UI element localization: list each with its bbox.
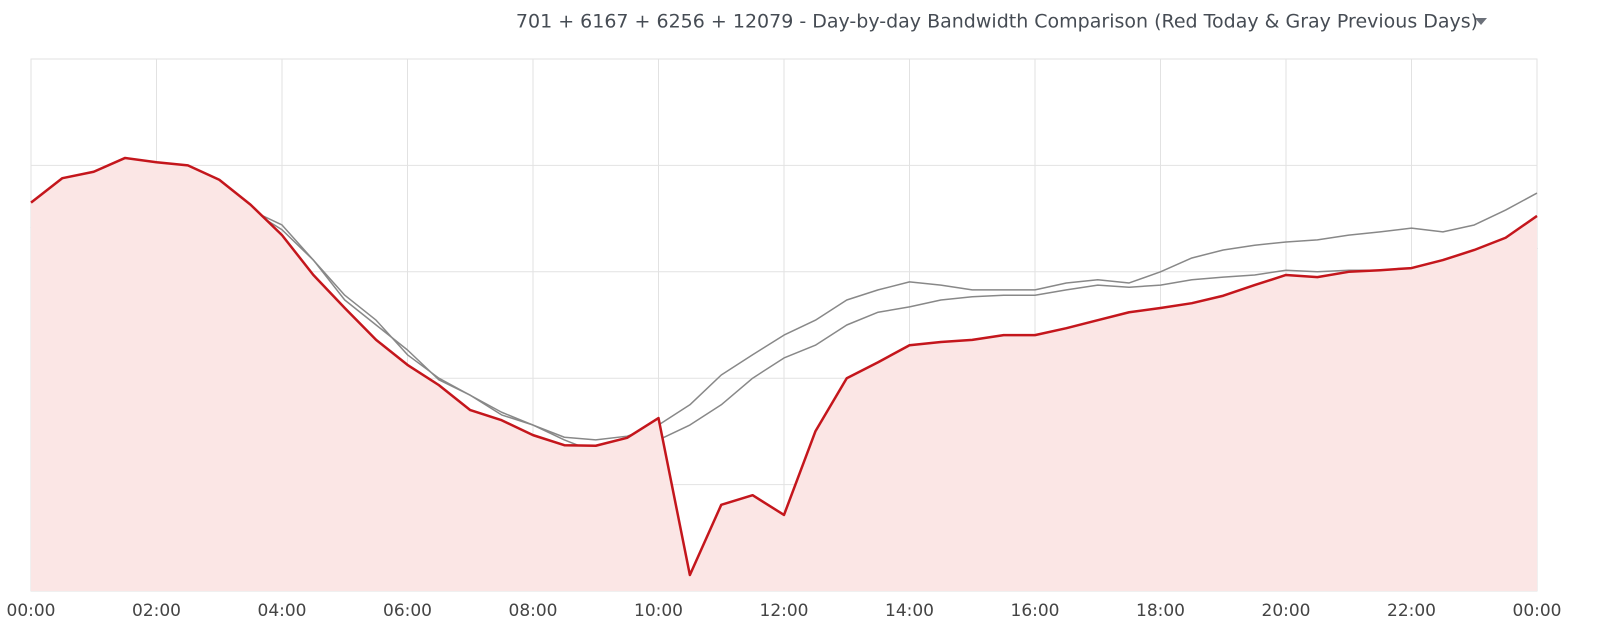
line	[30, 182, 1538, 441]
x-tick-label: 14:00	[885, 601, 934, 621]
x-tick-label: 02:00	[132, 601, 181, 621]
x-tick-label: 18:00	[1136, 601, 1185, 621]
x-tick-label: 16:00	[1011, 601, 1060, 621]
x-tick-label: 12:00	[760, 601, 809, 621]
x-tick-label: 06:00	[383, 601, 432, 621]
line	[30, 186, 1538, 453]
menu-caret[interactable]	[1475, 18, 1487, 25]
x-tick-label: 00:00	[7, 601, 56, 621]
x-tick-label: 22:00	[1387, 601, 1436, 621]
area	[31, 157, 1537, 591]
x-tick-label: 08:00	[509, 601, 558, 621]
x-tick-label: 04:00	[258, 601, 307, 621]
chart-title[interactable]: 701 + 6167 + 6256 + 12079 - Day-by-day B…	[516, 11, 1478, 33]
x-tick-label: 10:00	[634, 601, 683, 621]
line	[30, 156, 1538, 577]
x-tick-label: 20:00	[1262, 601, 1311, 621]
x-tick-label: 00:00	[1513, 601, 1562, 621]
